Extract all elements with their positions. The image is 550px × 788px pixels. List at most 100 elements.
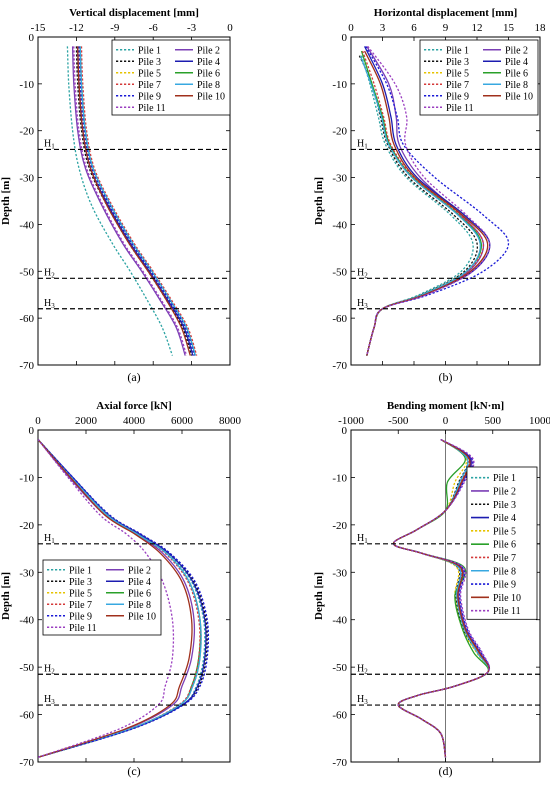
legend-label: Pile 7 <box>138 80 161 91</box>
legend-label: Pile 4 <box>505 57 528 68</box>
panel-label: (c) <box>127 764 140 778</box>
legend-label: Pile 7 <box>446 80 469 91</box>
legend-label: Pile 2 <box>128 565 151 576</box>
series-group <box>358 46 510 356</box>
series-line <box>361 50 485 356</box>
y-tick-label: -40 <box>19 615 34 627</box>
y-axis-label: Depth [m] <box>0 572 12 620</box>
x-tick-label: 4000 <box>123 415 146 427</box>
legend-label: Pile 6 <box>505 68 528 79</box>
legend-label: Pile 4 <box>197 57 220 68</box>
y-tick-label: -20 <box>19 126 34 138</box>
series-line <box>366 46 491 356</box>
legend-label: Pile 8 <box>493 566 516 577</box>
y-tick-label: -70 <box>332 360 347 372</box>
legend-label: Pile 10 <box>128 611 156 622</box>
series-line <box>360 55 474 356</box>
y-tick-label: -20 <box>19 520 34 532</box>
legend-label: Pile 7 <box>493 553 516 564</box>
legend-label: Pile 11 <box>493 606 521 617</box>
x-tick-label: 0 <box>443 415 449 427</box>
legend-label: Pile 8 <box>505 80 528 91</box>
reference-label: H1 <box>44 533 55 545</box>
y-tick-label: -10 <box>332 472 347 484</box>
panel-label: (a) <box>127 370 140 384</box>
legend-label: Pile 1 <box>493 473 516 484</box>
reference-label: H2 <box>44 267 55 279</box>
series-line <box>73 46 188 356</box>
legend-label: Pile 10 <box>493 593 521 604</box>
legend-label: Pile 11 <box>446 103 474 114</box>
reference-label: H2 <box>357 663 368 675</box>
y-tick-label: -50 <box>332 266 347 278</box>
y-tick-label: 0 <box>29 32 35 44</box>
series-line <box>364 50 489 356</box>
legend-label: Pile 9 <box>493 580 516 591</box>
legend-label: Pile 4 <box>128 577 151 588</box>
reference-label-subscript: 1 <box>51 142 55 150</box>
x-tick-label: -15 <box>31 22 46 34</box>
x-tick-label: 2000 <box>75 415 98 427</box>
reference-label-subscript: 3 <box>51 302 55 310</box>
y-axis-label: Depth [m] <box>0 177 12 225</box>
y-tick-label: -10 <box>332 79 347 91</box>
series-line <box>78 46 195 356</box>
x-tick-label: 15 <box>503 22 515 34</box>
chart-title: Vertical displacement [mm] <box>69 7 199 19</box>
y-tick-label: -70 <box>19 360 34 372</box>
reference-label: H3 <box>357 298 368 310</box>
y-tick-label: -60 <box>19 710 34 722</box>
reference-label: H1 <box>357 533 368 545</box>
x-tick-label: 9 <box>443 22 449 34</box>
legend-label: Pile 10 <box>505 91 533 102</box>
legend-label: Pile 1 <box>446 45 469 56</box>
reference-label: H2 <box>357 267 368 279</box>
series-line <box>38 439 202 758</box>
x-tick-label: 0 <box>35 415 41 427</box>
legend-label: Pile 3 <box>493 500 516 511</box>
legend-label: Pile 2 <box>505 45 528 56</box>
y-tick-label: -20 <box>332 520 347 532</box>
reference-label-subscript: 2 <box>51 667 55 675</box>
panel-label: (b) <box>439 370 453 384</box>
legend-label: Pile 5 <box>138 68 161 79</box>
reference-label-subscript: 1 <box>364 142 368 150</box>
x-tick-label: 18 <box>535 22 547 34</box>
legend-label: Pile 9 <box>446 91 469 102</box>
x-tick-label: -9 <box>110 22 120 34</box>
x-tick-label: 12 <box>472 22 483 34</box>
reference-label-subscript: 3 <box>364 698 368 706</box>
legend-frame <box>466 466 538 620</box>
reference-label-subscript: 1 <box>364 537 368 545</box>
panel-label: (d) <box>439 764 453 778</box>
series-line <box>392 438 490 758</box>
chart-title: Axial force [kN] <box>96 400 172 412</box>
y-tick-label: 0 <box>342 32 348 44</box>
y-axis-label: Depth [m] <box>313 572 325 620</box>
legend-frame <box>419 39 539 116</box>
x-tick-label: 8000 <box>219 415 242 427</box>
y-tick-label: -40 <box>332 615 347 627</box>
legend-frame <box>111 39 231 116</box>
y-tick-label: -50 <box>332 662 347 674</box>
series-line <box>71 46 186 356</box>
legend-label: Pile 8 <box>197 80 220 91</box>
y-tick-label: -10 <box>19 79 34 91</box>
y-tick-label: -60 <box>332 710 347 722</box>
reference-label: H2 <box>44 663 55 675</box>
y-tick-label: -40 <box>19 219 34 231</box>
legend-label: Pile 1 <box>69 565 92 576</box>
y-tick-label: -50 <box>19 662 34 674</box>
reference-label: H1 <box>44 138 55 150</box>
reference-label-subscript: 2 <box>364 271 368 279</box>
reference-label: H3 <box>44 298 55 310</box>
chart-title: Bending moment [kN·m] <box>387 400 504 412</box>
legend-label: Pile 2 <box>197 45 220 56</box>
legend-label: Pile 4 <box>493 513 516 524</box>
legend-label: Pile 9 <box>69 611 92 622</box>
chart-axial-force: 0 2000 4000 6000 8000 0 -10 -20 -30 -40 -50 -60 -70 A… <box>0 400 242 778</box>
legend-label: Pile 2 <box>493 486 516 497</box>
